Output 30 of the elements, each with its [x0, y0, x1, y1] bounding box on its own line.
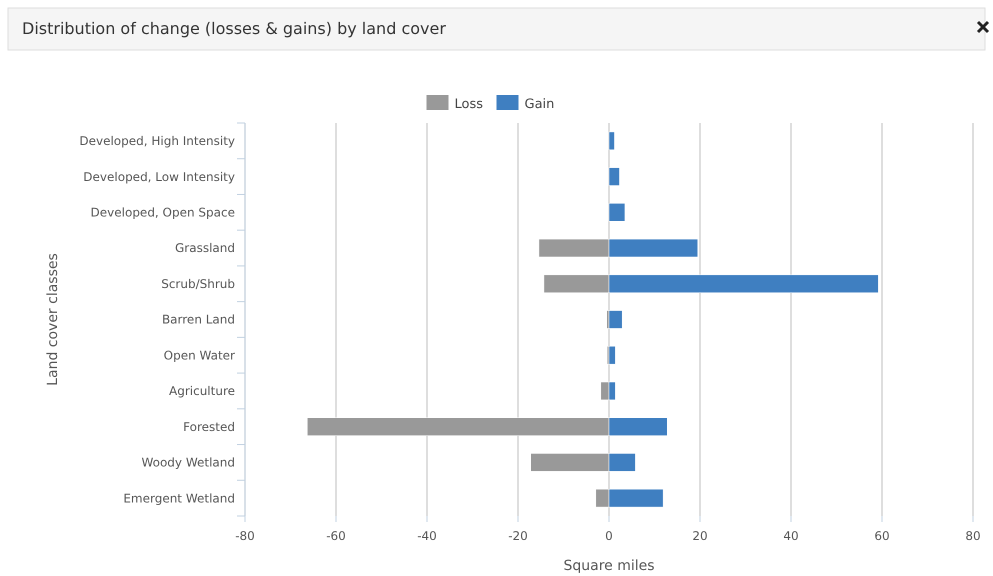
x-axis-title: Square miles: [563, 558, 655, 574]
y-tick-label: Developed, Low Intensity: [83, 170, 235, 184]
x-tick-label: -60: [326, 529, 346, 543]
y-tick-label: Grassland: [175, 241, 235, 256]
bar: [608, 203, 626, 222]
y-axis-title: Land cover classes: [45, 253, 61, 386]
legend-label: Loss: [454, 97, 484, 112]
x-tick-label: 0: [605, 529, 613, 543]
legend-label: Gain: [524, 97, 554, 112]
bar: [608, 310, 622, 329]
x-tick-label: -20: [508, 529, 528, 543]
x-tick-label: 40: [783, 529, 799, 543]
bar: [608, 346, 616, 364]
x-tick-label: 80: [965, 529, 981, 543]
x-tick-label: 20: [692, 529, 708, 543]
x-tick-label: -80: [235, 529, 255, 543]
x-tick-label: 60: [874, 529, 890, 543]
bar: [608, 132, 615, 150]
chart-title: Distribution of change (losses & gains) by land cover: [22, 19, 446, 38]
y-tick-label: Emergent Wetland: [123, 491, 235, 506]
y-tick-label: Barren Land: [162, 312, 235, 327]
y-tick-label: Forested: [183, 420, 235, 434]
y-tick-label: Open Water: [164, 348, 236, 362]
y-tick-label: Woody Wetland: [141, 456, 235, 470]
y-tick-label: Developed, High Intensity: [79, 134, 235, 148]
x-tick-label: -40: [417, 529, 437, 543]
bar: [608, 167, 620, 186]
y-tick-label: Developed, Open Space: [90, 206, 235, 220]
y-tick-label: Scrub/Shrub: [161, 276, 235, 291]
y-tick-label: Agriculture: [169, 384, 235, 398]
